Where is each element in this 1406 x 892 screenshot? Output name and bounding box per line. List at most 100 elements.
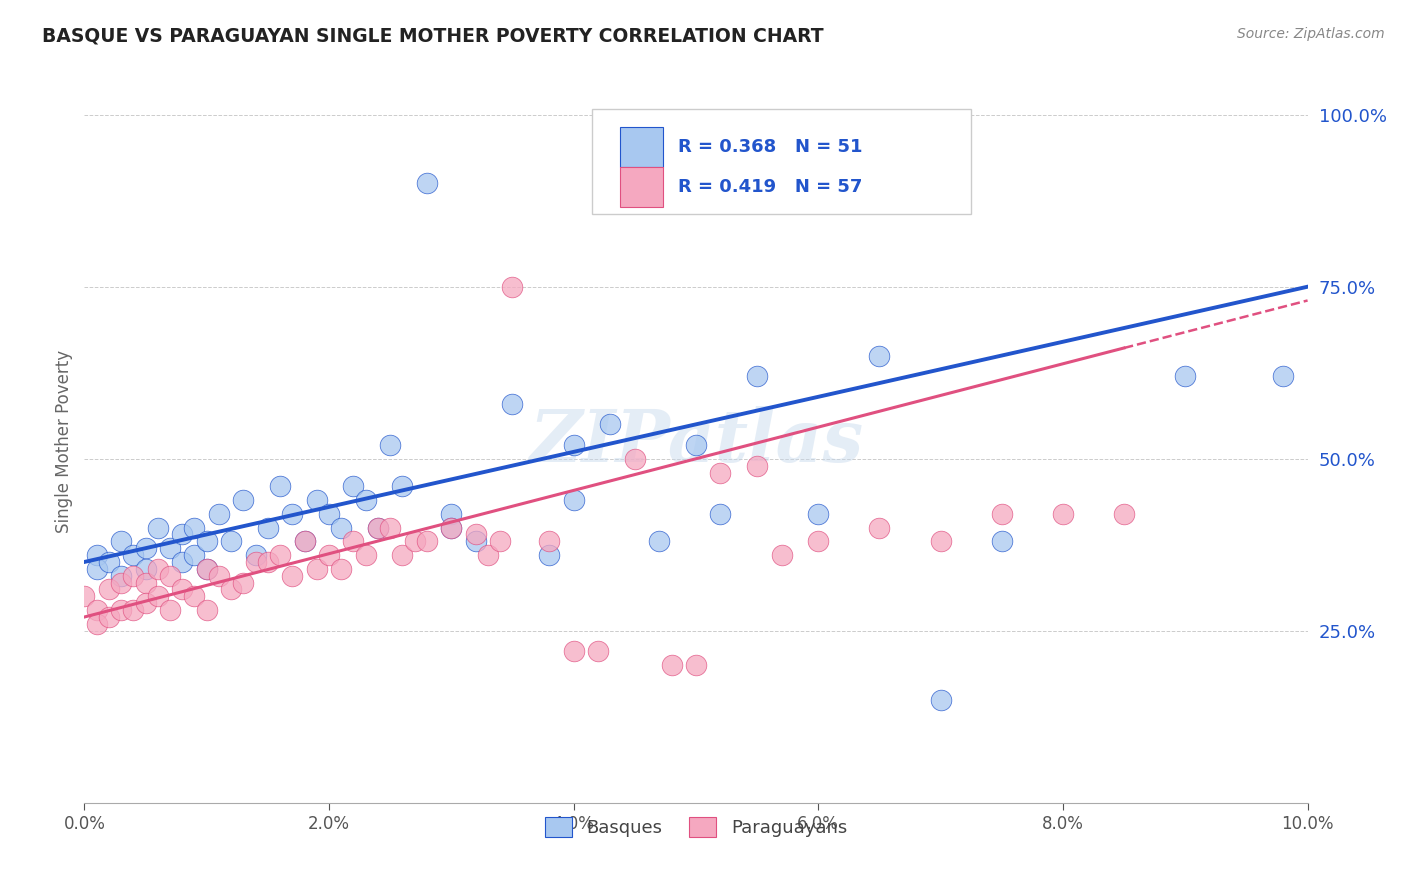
Basques [86,548,108,562]
Basques [502,397,524,411]
Basques [747,369,769,384]
Basques [685,438,707,452]
Paraguayans [146,590,169,604]
Paraguayans [367,520,389,534]
Paraguayans [991,507,1014,521]
Paraguayans [219,582,242,597]
Paraguayans [489,534,512,549]
Paraguayans [709,466,731,480]
Paraguayans [440,520,463,534]
Paraguayans [586,644,609,658]
Basques [219,534,242,549]
Paraguayans [195,603,218,617]
Paraguayans [318,548,340,562]
Paraguayans [97,582,120,597]
Paraguayans [305,562,328,576]
Paraguayans [122,603,145,617]
Paraguayans [538,534,561,549]
Basques [342,479,364,493]
Y-axis label: Single Mother Poverty: Single Mother Poverty [55,350,73,533]
Basques [159,541,181,556]
Basques [330,520,353,534]
Paraguayans [135,596,157,610]
Paraguayans [747,458,769,473]
Basques [562,438,585,452]
Basques [172,527,194,541]
Basques [1174,369,1197,384]
Paraguayans [685,658,707,673]
Paraguayans [135,575,157,590]
Basques [146,520,169,534]
Basques [538,548,561,562]
Basques [991,534,1014,549]
FancyBboxPatch shape [592,109,972,214]
Basques [294,534,316,549]
Basques [305,493,328,508]
Paraguayans [1114,507,1136,521]
Paraguayans [86,616,108,631]
Text: ZIPatlas: ZIPatlas [529,406,863,477]
Paraguayans [770,548,793,562]
FancyBboxPatch shape [620,128,664,167]
Paraguayans [110,575,132,590]
Paraguayans [380,520,402,534]
Paraguayans [86,603,108,617]
Basques [135,562,157,576]
Basques [208,507,231,521]
Basques [110,534,132,549]
Paraguayans [172,582,194,597]
Paraguayans [257,555,280,569]
Paraguayans [869,520,891,534]
Basques [709,507,731,521]
Basques [172,555,194,569]
Basques [195,562,218,576]
Basques [122,548,145,562]
Paraguayans [232,575,254,590]
Basques [416,177,439,191]
Paraguayans [294,534,316,549]
Paraguayans [97,610,120,624]
Paraguayans [281,568,304,582]
Paraguayans [502,279,524,293]
Paraguayans [404,534,426,549]
Basques [110,568,132,582]
Paraguayans [624,451,647,466]
Basques [269,479,291,493]
Paraguayans [661,658,683,673]
Paraguayans [1052,507,1074,521]
Basques [195,534,218,549]
Paraguayans [342,534,364,549]
Paraguayans [416,534,439,549]
Basques [599,417,621,432]
Paraguayans [208,568,231,582]
Basques [354,493,377,508]
Basques [245,548,267,562]
Paraguayans [391,548,413,562]
Basques [380,438,402,452]
Paraguayans [159,603,181,617]
Paraguayans [477,548,499,562]
Basques [232,493,254,508]
Basques [367,520,389,534]
Paraguayans [807,534,830,549]
Paraguayans [122,568,145,582]
Basques [86,562,108,576]
Basques [257,520,280,534]
Paraguayans [146,562,169,576]
Basques [1272,369,1295,384]
Basques [135,541,157,556]
Paraguayans [354,548,377,562]
Paraguayans [929,534,952,549]
Paraguayans [330,562,353,576]
Text: R = 0.419   N = 57: R = 0.419 N = 57 [678,178,862,196]
Paraguayans [195,562,218,576]
FancyBboxPatch shape [620,167,664,207]
Basques [440,507,463,521]
Paraguayans [245,555,267,569]
Paraguayans [464,527,486,541]
Paraguayans [110,603,132,617]
Basques [464,534,486,549]
Basques [183,520,205,534]
Basques [869,349,891,363]
Paraguayans [183,590,205,604]
